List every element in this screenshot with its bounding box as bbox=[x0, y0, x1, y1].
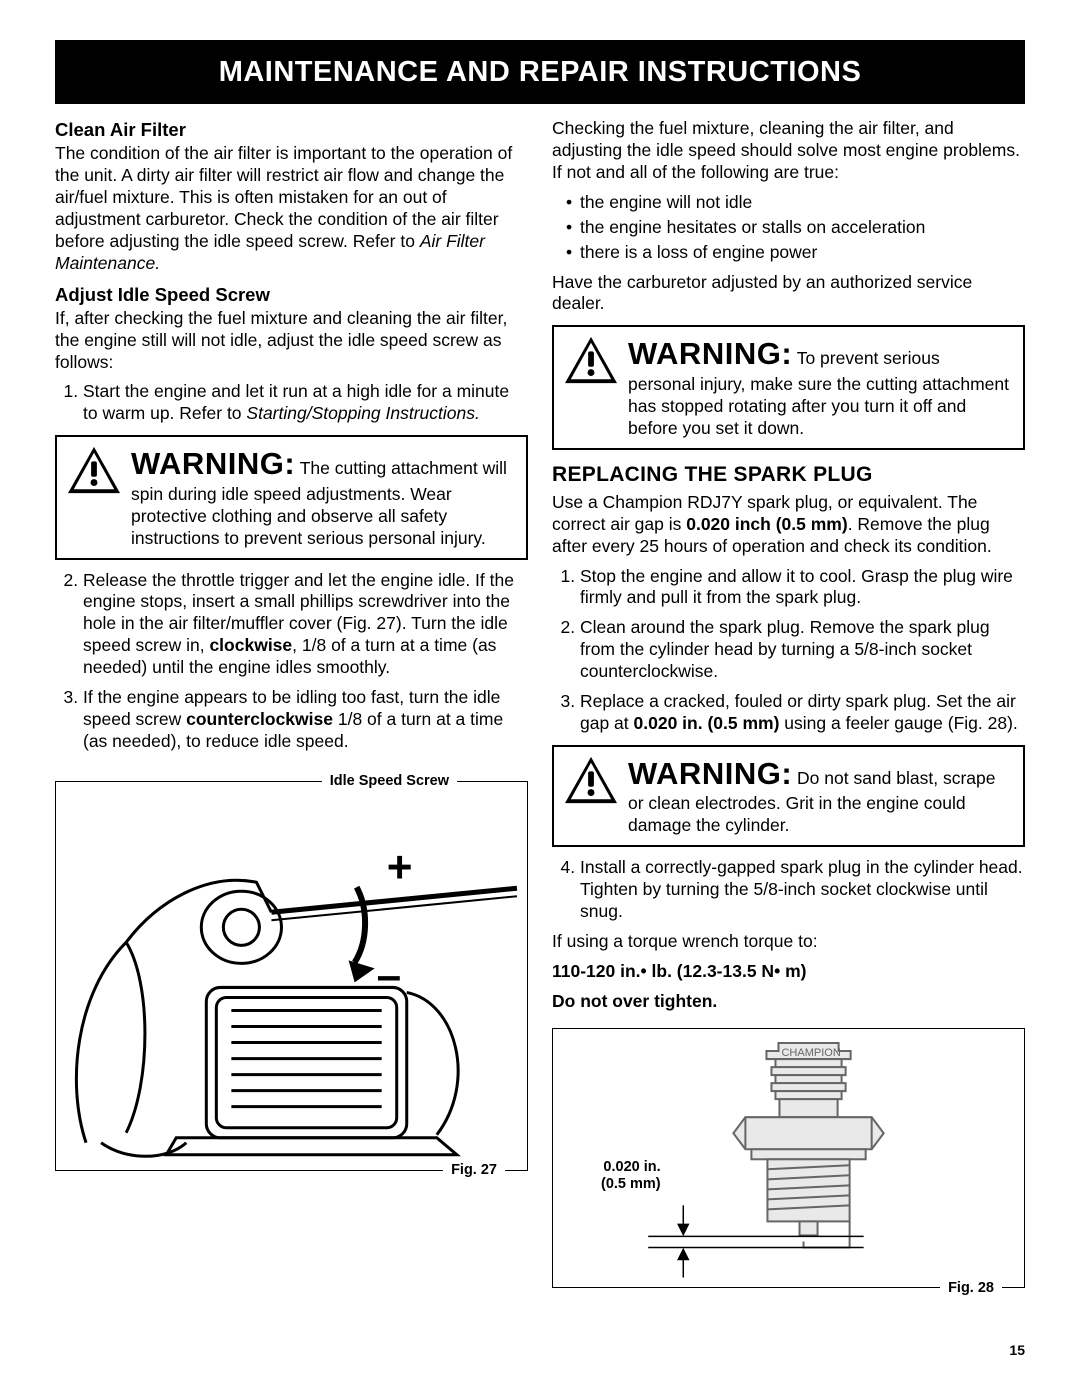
right-intro-bullets: the engine will not idle the engine hesi… bbox=[552, 192, 1025, 264]
adjust-idle-steps-2: Release the throttle trigger and let the… bbox=[55, 570, 528, 753]
page-number: 15 bbox=[1009, 1342, 1025, 1360]
adjust-idle-steps-1: Start the engine and let it run at a hig… bbox=[55, 381, 528, 425]
right-intro-p1: Checking the fuel mixture, cleaning the … bbox=[552, 118, 1025, 184]
left-column: Clean Air Filter The condition of the ai… bbox=[55, 118, 528, 1288]
warning-triangle-icon bbox=[65, 445, 123, 497]
spark-step-1: Stop the engine and allow it to cool. Gr… bbox=[580, 566, 1025, 610]
bullet-item: the engine hesitates or stalls on accele… bbox=[566, 217, 1025, 239]
plug-brand-text: CHAMPION bbox=[781, 1047, 840, 1059]
adjust-idle-intro: If, after checking the fuel mixture and … bbox=[55, 308, 528, 374]
figure-28-frame: 0.020 in.(0.5 mm) bbox=[552, 1028, 1025, 1288]
clean-air-filter-body: The condition of the air filter is impor… bbox=[55, 143, 528, 274]
figure-27-frame: Idle Speed Screw + – bbox=[55, 781, 528, 1171]
torque-warn: Do not over tighten. bbox=[552, 991, 1025, 1013]
warning-box-idle: WARNING: The cutting attachment will spi… bbox=[55, 435, 528, 559]
right-intro-p2: Have the carburetor adjusted by an autho… bbox=[552, 272, 1025, 316]
warning-triangle-icon bbox=[562, 755, 620, 807]
warning-word: WARNING: bbox=[628, 756, 792, 791]
warning-box-cutting: WARNING: To prevent serious personal inj… bbox=[552, 325, 1025, 449]
spark-step-3: Replace a cracked, fouled or dirty spark… bbox=[580, 691, 1025, 735]
spark-intro: Use a Champion RDJ7Y spark plug, or equi… bbox=[552, 492, 1025, 558]
bullet-item: there is a loss of engine power bbox=[566, 242, 1025, 264]
engine-illustration: + – bbox=[56, 782, 527, 1173]
torque-intro: If using a torque wrench torque to: bbox=[552, 931, 1025, 953]
torque-spec: 110-120 in.• lb. (12.3-13.5 N• m) bbox=[552, 961, 1025, 983]
two-column-layout: Clean Air Filter The condition of the ai… bbox=[55, 118, 1025, 1288]
adjust-idle-step-1: Start the engine and let it run at a hig… bbox=[83, 381, 528, 425]
figure-27-caption: Fig. 27 bbox=[443, 1161, 505, 1179]
spark-steps-1-3: Stop the engine and allow it to cool. Gr… bbox=[552, 566, 1025, 735]
page-title: MAINTENANCE AND REPAIR INSTRUCTIONS bbox=[55, 40, 1025, 104]
spark-steps-4: Install a correctly-gapped spark plug in… bbox=[552, 857, 1025, 923]
adjust-idle-step-3: If the engine appears to be idling too f… bbox=[83, 687, 528, 753]
spark-plug-heading: REPLACING THE SPARK PLUG bbox=[552, 462, 1025, 488]
figure-28-caption: Fig. 28 bbox=[940, 1279, 1002, 1297]
clean-air-filter-heading: Clean Air Filter bbox=[55, 118, 528, 141]
svg-text:–: – bbox=[377, 951, 402, 1000]
spark-plug-illustration: CHAMPION bbox=[553, 1029, 1024, 1290]
svg-text:+: + bbox=[387, 843, 413, 892]
adjust-idle-heading: Adjust Idle Speed Screw bbox=[55, 283, 528, 306]
right-column: Checking the fuel mixture, cleaning the … bbox=[552, 118, 1025, 1288]
warning-box-sandblast: WARNING: Do not sand blast, scrape or cl… bbox=[552, 745, 1025, 848]
bullet-item: the engine will not idle bbox=[566, 192, 1025, 214]
adjust-idle-step-2: Release the throttle trigger and let the… bbox=[83, 570, 528, 679]
warning-word: WARNING: bbox=[628, 336, 792, 371]
warning-triangle-icon bbox=[562, 335, 620, 387]
spark-step-2: Clean around the spark plug. Remove the … bbox=[580, 617, 1025, 683]
spark-step-4: Install a correctly-gapped spark plug in… bbox=[580, 857, 1025, 923]
warning-word: WARNING: bbox=[131, 446, 295, 481]
